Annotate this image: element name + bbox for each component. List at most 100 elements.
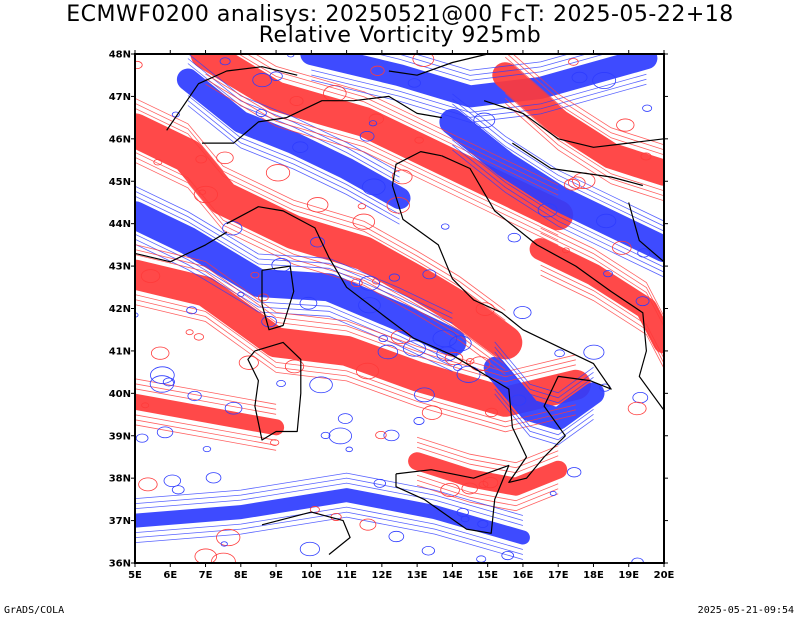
lat-label: 41N: [109, 346, 131, 357]
vorticity-eddy: [222, 221, 243, 236]
vorticity-eddy: [627, 401, 647, 416]
vorticity-eddy: [309, 376, 333, 394]
lon-label: 19E: [618, 570, 639, 581]
vorticity-eddy: [362, 178, 386, 196]
coastline: [261, 511, 351, 555]
coastline: [166, 66, 298, 131]
vorticity-eddy: [377, 344, 399, 360]
vorticity-eddy: [449, 335, 472, 352]
lat-label: 45N: [109, 177, 131, 188]
vorticity-contour: [512, 54, 664, 146]
vorticity-eddy: [482, 477, 499, 489]
vorticity-eddy: [328, 427, 353, 445]
vorticity-eddy: [320, 431, 331, 439]
coastline: [395, 464, 510, 534]
vorticity-contour: [505, 92, 664, 192]
lon-label: 10E: [301, 570, 322, 581]
coastline: [628, 202, 664, 263]
vorticity-contour: [540, 264, 664, 359]
vorticity-eddy: [386, 197, 410, 214]
vorticity-eddy: [202, 445, 212, 453]
vorticity-contour: [135, 304, 576, 433]
vorticity-contour: [494, 393, 594, 446]
vorticity-eddy: [255, 108, 267, 117]
lon-label: 6E: [163, 570, 177, 581]
vorticity-contour: [135, 185, 453, 314]
vorticity-eddy: [224, 401, 243, 415]
vorticity-contour: [540, 269, 664, 364]
vorticity-eddy: [485, 407, 499, 418]
lat-label: 43N: [109, 262, 131, 273]
vorticity-eddy: [261, 316, 277, 328]
vorticity-eddy: [345, 446, 353, 453]
lon-label: 12E: [371, 570, 392, 581]
vorticity-eddy: [135, 60, 143, 70]
vorticity-eddy: [501, 551, 515, 561]
vorticity-eddy: [510, 394, 527, 406]
vorticity-contour: [540, 227, 664, 322]
vorticity-contour: [414, 54, 571, 71]
vorticity-contour: [135, 254, 576, 383]
axis-ticks: [131, 50, 668, 567]
vorticity-eddy: [216, 151, 234, 165]
vorticity-contours: [135, 54, 664, 563]
lon-label: 9E: [269, 570, 283, 581]
vorticity-eddy: [265, 164, 291, 182]
vorticity-eddy: [375, 430, 387, 440]
vorticity-eddy: [473, 112, 496, 129]
lon-label: 15E: [477, 570, 498, 581]
chart-subtitle: Relative Vorticity 925mb: [258, 23, 542, 48]
coastline: [261, 265, 295, 331]
vorticity-eddy: [135, 433, 149, 443]
vorticity-contour: [505, 97, 664, 197]
vorticity-eddy: [299, 541, 320, 557]
vorticity-contour: [135, 516, 524, 560]
coastline: [388, 54, 488, 76]
vorticity-contour: [135, 107, 506, 321]
vorticity-eddy: [563, 178, 581, 191]
vorticity-eddy: [258, 293, 269, 302]
vorticity-contour: [416, 441, 559, 469]
vorticity-eddy: [537, 203, 558, 218]
vorticity-contour: [135, 249, 576, 378]
vorticity-contour: [187, 63, 400, 183]
timestamp-label: 2025-05-21-09:54: [697, 605, 794, 616]
vorticity-contour: [506, 54, 664, 151]
vorticity-eddy: [549, 490, 557, 496]
vorticity-contour: [135, 102, 506, 316]
vorticity-eddy: [444, 351, 464, 366]
vorticity-eddy: [163, 474, 182, 488]
negative-vorticity-band: [300, 54, 658, 108]
vorticity-eddy: [358, 297, 381, 314]
vorticity-contour: [416, 446, 559, 474]
vorticity-eddy: [271, 258, 291, 272]
latitude-labels: 48N 47N 46N 45N 44N 43N 42N 41N 40N 39N 38N 37N 36N: [109, 50, 131, 570]
vorticity-eddy: [211, 552, 236, 563]
positive-vorticity-band: [408, 452, 568, 496]
vorticity-contour: [494, 346, 594, 399]
vorticity-contour: [311, 79, 647, 123]
vorticity-contour: [238, 54, 559, 196]
vorticity-contour: [452, 103, 664, 232]
vorticity-contour: [416, 474, 559, 502]
vorticity-eddy: [432, 329, 458, 348]
lon-label: 5E: [128, 570, 142, 581]
vorticity-contour: [505, 102, 664, 202]
vorticity-eddy: [513, 306, 532, 319]
vorticity-eddy: [216, 528, 241, 547]
negative-vorticity-band: [135, 201, 467, 357]
vorticity-eddy: [238, 355, 259, 370]
lon-label: 20E: [654, 570, 675, 581]
vorticity-contour: [135, 472, 524, 516]
coastline: [483, 100, 664, 148]
vorticity-eddy: [637, 248, 651, 258]
coastline: [135, 231, 228, 263]
vorticity-eddy: [162, 377, 175, 387]
vorticity-eddy: [422, 269, 437, 280]
vorticity-eddy: [359, 518, 377, 531]
vorticity-eddy: [150, 366, 175, 384]
negative-vorticity-band: [439, 108, 664, 263]
vorticity-eddy: [592, 72, 617, 89]
vorticity-eddy: [421, 405, 443, 420]
